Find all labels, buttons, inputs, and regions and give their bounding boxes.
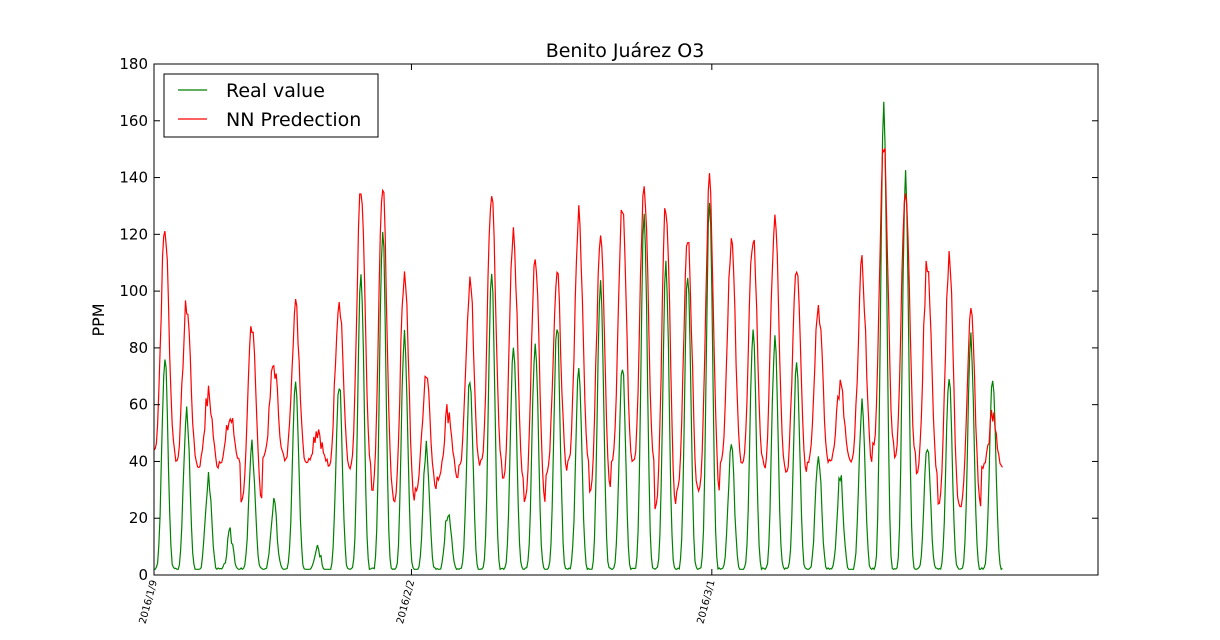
plot-area — [153, 63, 1099, 576]
y-axis-label: PPM — [89, 303, 108, 336]
y-tick-label: 80 — [129, 339, 148, 357]
legend-frame — [163, 73, 379, 138]
y-tick-label: 160 — [119, 112, 148, 130]
y-axis: 0 20 40 60 80 100 120 140 160 180 — [119, 55, 1098, 584]
chart-title: Benito Juárez O3 — [546, 40, 705, 62]
x-axis: 2016/1/9 2016/2/2 2016/3/1 — [138, 64, 718, 625]
series-line-nn-prediction — [153, 147, 1003, 510]
y-tick-label: 100 — [119, 282, 148, 300]
legend: Real value NN Predection — [163, 73, 379, 138]
y-tick-label: 40 — [129, 452, 148, 470]
x-tick-label: 2016/3/1 — [695, 579, 717, 625]
x-tick-label: 2016/1/9 — [138, 579, 160, 625]
y-tick-label: 20 — [129, 509, 148, 527]
y-tick-label: 0 — [138, 566, 148, 584]
series-line-real-value — [154, 101, 1003, 571]
legend-label-pred: NN Predection — [226, 109, 361, 131]
y-tick-label: 120 — [119, 225, 148, 243]
x-tick-label: 2016/2/2 — [395, 579, 417, 625]
series-layer — [153, 101, 1003, 571]
plot-frame — [153, 63, 1099, 576]
y-tick-label: 60 — [129, 396, 148, 414]
legend-label-real: Real value — [226, 80, 325, 102]
y-tick-label: 140 — [119, 169, 148, 187]
y-tick-label: 180 — [119, 55, 148, 73]
